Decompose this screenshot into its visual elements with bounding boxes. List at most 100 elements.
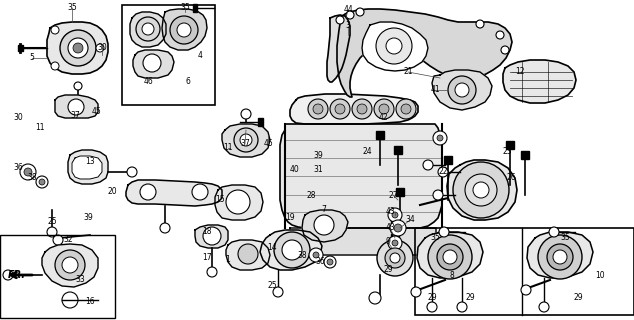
- Text: 15: 15: [215, 196, 225, 204]
- Circle shape: [170, 16, 198, 44]
- Text: 36: 36: [13, 164, 23, 172]
- Polygon shape: [503, 60, 576, 103]
- Circle shape: [448, 76, 476, 104]
- Circle shape: [274, 232, 310, 268]
- Text: 12: 12: [515, 68, 525, 76]
- Circle shape: [39, 179, 45, 185]
- Polygon shape: [280, 124, 442, 228]
- Circle shape: [386, 38, 402, 54]
- Circle shape: [390, 220, 406, 236]
- Circle shape: [465, 174, 497, 206]
- Circle shape: [327, 259, 333, 265]
- Text: 11: 11: [36, 124, 45, 132]
- Text: 44: 44: [343, 5, 353, 14]
- Text: 35: 35: [67, 4, 77, 12]
- Text: FR.: FR.: [8, 270, 26, 280]
- Text: 35: 35: [180, 4, 190, 12]
- Polygon shape: [162, 9, 207, 50]
- Circle shape: [140, 184, 156, 200]
- Circle shape: [377, 240, 413, 276]
- Circle shape: [476, 20, 484, 28]
- Circle shape: [53, 235, 63, 245]
- Text: 29: 29: [465, 293, 475, 302]
- Circle shape: [51, 26, 59, 34]
- Circle shape: [330, 99, 350, 119]
- Text: 21: 21: [403, 68, 413, 76]
- Circle shape: [47, 227, 57, 237]
- Circle shape: [234, 128, 258, 152]
- Text: 25: 25: [47, 218, 57, 227]
- Circle shape: [388, 208, 402, 222]
- Polygon shape: [527, 232, 593, 278]
- Polygon shape: [327, 15, 350, 82]
- Text: 13: 13: [85, 157, 95, 166]
- Circle shape: [282, 240, 302, 260]
- Text: 2: 2: [380, 131, 385, 140]
- Circle shape: [521, 285, 531, 295]
- Text: 33: 33: [75, 276, 85, 284]
- Polygon shape: [290, 94, 418, 124]
- Text: 26: 26: [506, 173, 516, 182]
- Text: 46: 46: [143, 77, 153, 86]
- Text: 18: 18: [202, 228, 212, 236]
- Polygon shape: [362, 22, 428, 71]
- Text: 24: 24: [362, 148, 372, 156]
- Circle shape: [51, 62, 59, 70]
- Text: 28: 28: [306, 191, 316, 201]
- Circle shape: [143, 54, 161, 72]
- Circle shape: [177, 23, 191, 37]
- Text: 27: 27: [388, 190, 398, 199]
- Polygon shape: [432, 70, 492, 110]
- Circle shape: [313, 104, 323, 114]
- Bar: [521, 151, 529, 159]
- Text: 40: 40: [290, 165, 300, 174]
- Text: 23: 23: [502, 148, 512, 156]
- Text: 3: 3: [346, 21, 351, 30]
- Bar: [415, 228, 634, 315]
- Circle shape: [62, 257, 78, 273]
- Circle shape: [313, 252, 319, 258]
- Text: 19: 19: [285, 213, 295, 222]
- Circle shape: [238, 244, 258, 264]
- Circle shape: [24, 168, 32, 176]
- Text: 35: 35: [560, 234, 570, 243]
- Polygon shape: [130, 12, 166, 47]
- Circle shape: [356, 8, 364, 16]
- Circle shape: [160, 223, 170, 233]
- Circle shape: [207, 267, 217, 277]
- Text: 11: 11: [223, 143, 233, 153]
- Text: 29: 29: [383, 266, 393, 275]
- Circle shape: [392, 240, 398, 246]
- Text: 1: 1: [226, 255, 230, 265]
- Polygon shape: [126, 180, 222, 206]
- Circle shape: [457, 302, 467, 312]
- Polygon shape: [47, 22, 108, 74]
- Circle shape: [549, 227, 559, 237]
- Circle shape: [192, 184, 208, 200]
- Polygon shape: [447, 160, 517, 220]
- Bar: [391, 234, 399, 242]
- Polygon shape: [133, 50, 174, 78]
- Polygon shape: [215, 185, 263, 220]
- Text: 32: 32: [63, 236, 73, 244]
- Polygon shape: [290, 228, 436, 255]
- Polygon shape: [337, 9, 512, 97]
- Text: 22: 22: [438, 167, 448, 177]
- Circle shape: [336, 16, 344, 24]
- Circle shape: [473, 182, 489, 198]
- Polygon shape: [222, 124, 270, 157]
- Polygon shape: [195, 225, 228, 248]
- Text: 39: 39: [313, 150, 323, 159]
- Circle shape: [36, 176, 48, 188]
- Circle shape: [142, 23, 154, 35]
- Text: 41: 41: [430, 85, 440, 94]
- Circle shape: [241, 109, 251, 119]
- Circle shape: [428, 235, 472, 279]
- Text: 5: 5: [30, 53, 34, 62]
- Text: 34: 34: [405, 215, 415, 225]
- Text: 7: 7: [321, 205, 327, 214]
- Circle shape: [308, 99, 328, 119]
- Bar: [391, 214, 399, 222]
- Circle shape: [68, 99, 84, 115]
- Text: 10: 10: [595, 270, 605, 279]
